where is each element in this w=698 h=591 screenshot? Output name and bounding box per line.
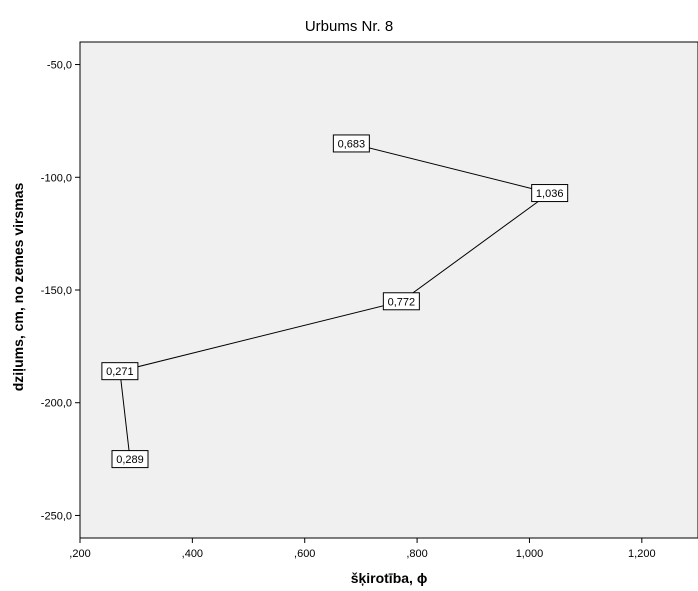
- chart-title: Urbums Nr. 8: [305, 18, 393, 35]
- data-label-box: [382, 292, 420, 311]
- data-point-label: 0,289: [111, 450, 149, 469]
- x-tick-label: 1,200: [628, 548, 656, 560]
- x-tick-label: 1,000: [516, 548, 544, 560]
- data-labels: 0,683 1,036 0,772 0,271 0,289: [101, 134, 569, 469]
- data-label-box: [111, 450, 149, 469]
- data-label-text: 0,289: [116, 454, 144, 466]
- data-point-label: 0,683: [332, 134, 370, 153]
- data-label-box: [531, 184, 569, 203]
- data-label-box: [332, 134, 370, 153]
- data-point-label: 0,772: [382, 292, 420, 311]
- y-tick-label: -150,0: [41, 285, 72, 297]
- y-tick-label: -50,0: [47, 60, 72, 72]
- data-label-text: 0,271: [106, 366, 134, 378]
- data-label-text: 1,036: [536, 188, 564, 200]
- data-point-label: 1,036: [531, 184, 569, 203]
- y-axis: -50,0 -100,0 -150,0 -200,0 -250,0: [41, 60, 80, 522]
- data-label-box: [101, 362, 139, 381]
- data-label-text: 0,683: [338, 138, 366, 150]
- plot-area: [79, 41, 698, 539]
- x-axis-label: šķirotība, ϕ: [351, 570, 428, 586]
- x-tick-label: ,400: [182, 548, 203, 560]
- y-tick-label: -100,0: [41, 172, 72, 184]
- x-tick-label: ,800: [406, 548, 427, 560]
- y-tick-label: -250,0: [41, 510, 72, 522]
- x-axis: ,200 ,400 ,600 ,800 1,000 1,200: [69, 538, 656, 560]
- data-label-text: 0,772: [388, 296, 416, 308]
- x-tick-label: ,200: [69, 548, 90, 560]
- data-point-label: 0,271: [101, 362, 139, 381]
- y-tick-label: -200,0: [41, 398, 72, 410]
- y-axis-label: dziļums, cm, no zemes virsmas: [10, 183, 26, 392]
- x-tick-label: ,600: [294, 548, 315, 560]
